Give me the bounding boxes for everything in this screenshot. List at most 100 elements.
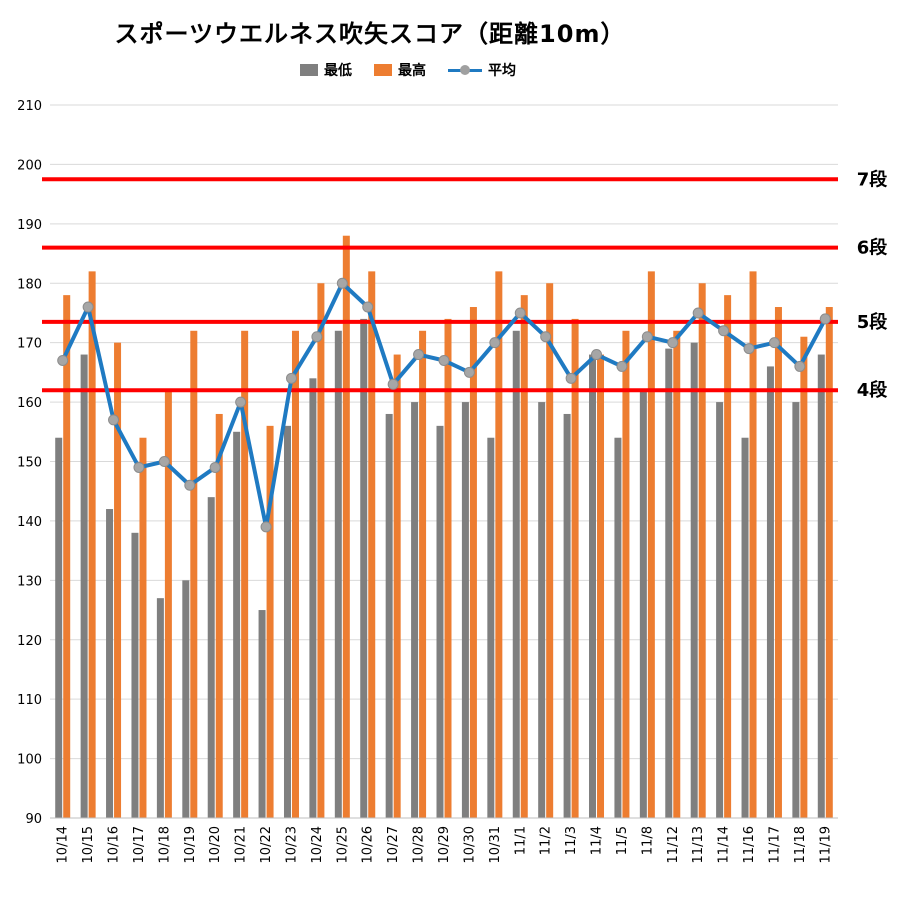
x-tick-label: 10/27	[386, 826, 401, 863]
bar-max	[139, 437, 147, 818]
avg-point	[336, 277, 348, 289]
bar-min	[766, 366, 774, 818]
y-tick-label: 200	[17, 158, 42, 173]
bar-max	[622, 330, 630, 818]
avg-point	[108, 414, 120, 426]
avg-point	[184, 479, 196, 491]
bar-min	[589, 354, 597, 818]
x-tick-label: 11/14	[717, 826, 732, 863]
avg-point	[591, 349, 603, 361]
avg-point	[794, 360, 806, 372]
x-tick-label: 11/1	[513, 826, 528, 855]
avg-point	[362, 301, 374, 313]
avg-point	[235, 396, 247, 408]
bar-max	[800, 336, 808, 818]
x-tick-label: 10/24	[310, 826, 325, 863]
x-tick-label: 10/16	[107, 826, 122, 863]
legend-label-min: 最低	[324, 63, 352, 79]
y-tick-label: 210	[17, 99, 42, 114]
x-tick-label: 10/19	[183, 826, 198, 863]
avg-point	[438, 354, 450, 366]
avg-point	[641, 331, 653, 343]
avg-line	[60, 281, 828, 529]
avg-point	[463, 366, 475, 378]
bar-min	[106, 509, 114, 818]
y-tick-label: 110	[17, 693, 42, 708]
bar-max	[114, 342, 122, 818]
legend-label-max: 最高	[398, 63, 426, 79]
x-tick-label: 10/21	[234, 826, 249, 863]
legend: 最低 最高 平均	[300, 60, 516, 80]
threshold-label: 4段	[857, 379, 889, 401]
avg-point	[489, 337, 501, 349]
x-tick-label: 10/31	[488, 826, 503, 863]
y-tick-label: 190	[17, 218, 42, 233]
bar-max	[724, 295, 732, 819]
avg-point	[133, 461, 145, 473]
avg-point	[260, 521, 272, 533]
bar-min	[741, 437, 749, 818]
legend-swatch-min	[300, 64, 318, 76]
bar-min	[80, 354, 88, 818]
avg-point	[209, 461, 221, 473]
bar-min	[233, 431, 241, 818]
avg-point	[387, 378, 399, 390]
bar-min	[436, 425, 444, 818]
x-tick-label: 10/14	[56, 826, 71, 863]
bar-max	[291, 330, 299, 818]
x-tick-label: 10/22	[259, 826, 274, 863]
avg-point	[743, 343, 755, 355]
bar-min	[182, 580, 190, 818]
x-tick-label: 10/25	[335, 826, 350, 863]
legend-swatch-max	[374, 64, 392, 76]
bar-max	[520, 295, 528, 819]
avg-point	[540, 331, 552, 343]
avg-point	[718, 325, 730, 337]
bar-min	[512, 330, 520, 818]
threshold-label: 5段	[857, 311, 889, 333]
avg-point	[768, 337, 780, 349]
chart-title: スポーツウエルネス吹矢スコア（距離10m）	[114, 20, 626, 48]
y-tick-label: 170	[17, 337, 42, 352]
bar-min	[461, 402, 469, 818]
bar-max	[444, 318, 452, 818]
bar-min	[639, 390, 647, 818]
legend-swatch-avg	[448, 64, 482, 76]
bar-min	[156, 598, 164, 818]
avg-point	[285, 372, 297, 384]
x-tick-label: 11/16	[742, 826, 757, 863]
bar-min	[538, 402, 546, 818]
x-tick-label: 11/8	[640, 826, 655, 855]
bar-min	[283, 425, 291, 818]
avg-point	[311, 331, 323, 343]
x-tick-label: 10/26	[361, 826, 376, 863]
bar-max	[342, 235, 350, 818]
bar-min	[690, 342, 698, 818]
bar-max	[571, 318, 579, 818]
x-tick-label: 10/18	[157, 826, 172, 863]
x-tick-label: 11/17	[767, 826, 782, 863]
bar-max	[597, 354, 605, 818]
bar-min	[131, 532, 139, 818]
avg-point	[692, 307, 704, 319]
bar-max	[164, 390, 172, 818]
avg-point	[158, 456, 170, 467]
bar-min	[385, 413, 393, 818]
bar-max	[698, 283, 706, 818]
x-tick-label: 11/3	[564, 826, 579, 855]
bar-max	[393, 354, 401, 818]
x-tick-label: 11/12	[666, 826, 681, 863]
bar-min	[207, 497, 215, 818]
x-tick-label: 10/15	[81, 826, 96, 863]
bar-max	[673, 330, 681, 818]
bar-min	[614, 437, 622, 818]
legend-item-avg: 平均	[448, 60, 516, 80]
bar-max	[825, 307, 833, 818]
bar-max	[241, 330, 249, 818]
bar-min	[411, 402, 419, 818]
bar-max	[88, 271, 96, 818]
bar-max	[469, 307, 477, 818]
y-tick-label: 150	[17, 456, 42, 471]
bar-max	[749, 271, 757, 818]
